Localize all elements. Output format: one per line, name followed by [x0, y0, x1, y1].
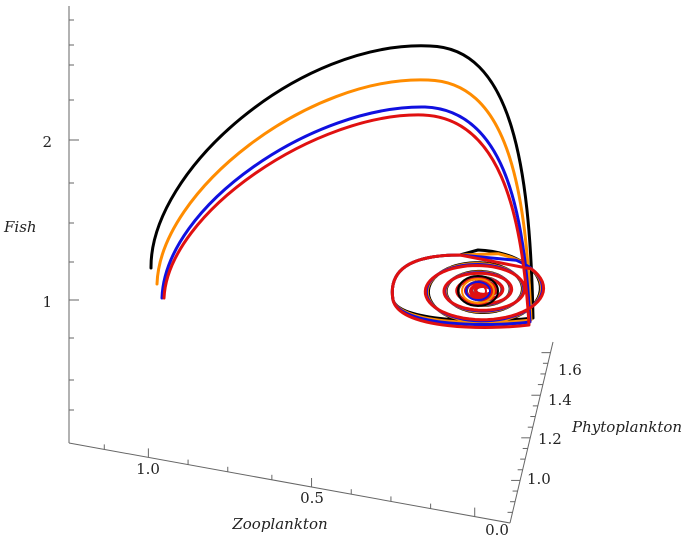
phytoplankton-axis-title: Phytoplankton	[571, 418, 682, 436]
zooplankton-axis-line	[68, 442, 511, 524]
phytoplankton-axis-line	[509, 341, 554, 524]
phytoplankton-tick-label-1.2: 1.2	[538, 430, 562, 448]
trajectories	[149, 44, 546, 329]
phytoplankton-tick-label-1.6: 1.6	[558, 361, 582, 379]
zooplankton-tick-label-0.5: 0.5	[300, 489, 324, 507]
zooplankton-tick-label-0.0: 0.0	[485, 521, 509, 539]
fish-tick-label-1: 1	[42, 293, 52, 311]
equilibrium-ring	[457, 275, 499, 307]
fish-axis-title: Fish	[3, 218, 37, 236]
equilibrium-ring	[469, 284, 487, 298]
phytoplankton-tick-label-1.4: 1.4	[548, 391, 572, 409]
zooplankton-tick-label-1.0: 1.0	[136, 460, 160, 478]
phytoplankton-axis-ticks	[507, 352, 551, 513]
zooplankton-axis-ticks	[103, 444, 476, 517]
zooplankton-axis-title: Zooplankton	[231, 515, 327, 533]
fish-tick-label-2: 2	[42, 133, 52, 151]
trajectory-series-3	[162, 113, 546, 329]
fish-axis-ticks	[69, 19, 79, 411]
equilibrium-ring	[465, 281, 491, 301]
phytoplankton-tick-label-1.0: 1.0	[527, 470, 551, 488]
equilibrium-ring	[461, 278, 495, 304]
